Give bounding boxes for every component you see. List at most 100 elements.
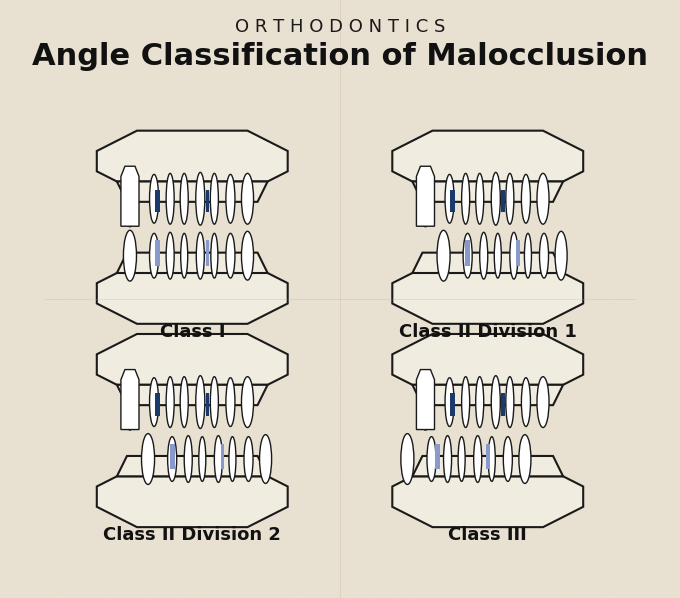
Ellipse shape xyxy=(419,171,432,227)
Polygon shape xyxy=(117,456,268,476)
Ellipse shape xyxy=(150,175,158,223)
Ellipse shape xyxy=(166,173,174,224)
Polygon shape xyxy=(117,182,268,202)
Text: Class I: Class I xyxy=(160,323,225,341)
FancyBboxPatch shape xyxy=(501,190,505,212)
Text: Angle Classification of Malocclusion: Angle Classification of Malocclusion xyxy=(32,42,648,71)
Polygon shape xyxy=(416,370,435,429)
Polygon shape xyxy=(412,385,563,405)
Ellipse shape xyxy=(519,435,531,483)
Polygon shape xyxy=(392,273,583,324)
Ellipse shape xyxy=(210,173,218,224)
FancyBboxPatch shape xyxy=(220,444,224,469)
Text: Class III: Class III xyxy=(448,526,527,544)
FancyBboxPatch shape xyxy=(154,240,160,266)
Ellipse shape xyxy=(180,173,188,224)
Ellipse shape xyxy=(506,377,514,428)
Ellipse shape xyxy=(229,437,236,481)
Ellipse shape xyxy=(184,435,192,483)
Ellipse shape xyxy=(503,437,512,481)
Ellipse shape xyxy=(437,230,450,281)
FancyBboxPatch shape xyxy=(169,444,175,469)
Ellipse shape xyxy=(211,233,218,278)
Polygon shape xyxy=(392,476,583,527)
Ellipse shape xyxy=(445,175,454,223)
Ellipse shape xyxy=(131,376,135,388)
Ellipse shape xyxy=(427,437,436,481)
Polygon shape xyxy=(97,131,288,182)
Ellipse shape xyxy=(196,376,205,429)
Ellipse shape xyxy=(443,435,452,483)
Ellipse shape xyxy=(420,172,424,185)
Ellipse shape xyxy=(445,378,454,426)
Polygon shape xyxy=(117,252,268,273)
Ellipse shape xyxy=(244,437,253,481)
Ellipse shape xyxy=(260,435,271,483)
Ellipse shape xyxy=(476,377,483,428)
Ellipse shape xyxy=(226,378,235,426)
FancyBboxPatch shape xyxy=(435,444,440,469)
Text: Class II Division 2: Class II Division 2 xyxy=(103,526,282,544)
Text: Class II Division 1: Class II Division 1 xyxy=(398,323,577,341)
Ellipse shape xyxy=(241,231,254,280)
Ellipse shape xyxy=(166,377,174,428)
Polygon shape xyxy=(97,334,288,385)
Ellipse shape xyxy=(522,175,530,223)
FancyBboxPatch shape xyxy=(486,444,490,469)
Ellipse shape xyxy=(241,173,254,224)
Ellipse shape xyxy=(426,172,430,185)
FancyBboxPatch shape xyxy=(450,393,455,416)
Ellipse shape xyxy=(226,175,235,223)
Ellipse shape xyxy=(125,172,129,185)
Ellipse shape xyxy=(199,437,206,481)
FancyBboxPatch shape xyxy=(516,240,520,266)
Ellipse shape xyxy=(491,172,500,225)
Polygon shape xyxy=(392,334,583,385)
Ellipse shape xyxy=(150,233,158,278)
Ellipse shape xyxy=(537,377,549,428)
Ellipse shape xyxy=(125,376,129,388)
Ellipse shape xyxy=(463,233,472,278)
Ellipse shape xyxy=(510,232,518,279)
Ellipse shape xyxy=(479,232,488,279)
Ellipse shape xyxy=(226,233,235,278)
Ellipse shape xyxy=(494,233,501,278)
FancyBboxPatch shape xyxy=(154,190,160,212)
Ellipse shape xyxy=(426,376,430,388)
Ellipse shape xyxy=(420,376,424,388)
Ellipse shape xyxy=(214,435,222,483)
Polygon shape xyxy=(121,166,139,226)
Ellipse shape xyxy=(168,437,177,481)
Ellipse shape xyxy=(537,173,549,224)
Ellipse shape xyxy=(539,233,549,278)
Ellipse shape xyxy=(241,377,254,428)
Ellipse shape xyxy=(462,377,470,428)
Ellipse shape xyxy=(150,378,158,426)
Ellipse shape xyxy=(166,232,174,279)
Polygon shape xyxy=(416,166,435,226)
Text: O R T H O D O N T I C S: O R T H O D O N T I C S xyxy=(235,18,445,36)
Ellipse shape xyxy=(124,171,137,227)
Ellipse shape xyxy=(124,230,137,281)
Ellipse shape xyxy=(181,233,188,278)
Ellipse shape xyxy=(522,378,530,426)
FancyBboxPatch shape xyxy=(205,393,209,416)
Polygon shape xyxy=(412,182,563,202)
Ellipse shape xyxy=(197,232,204,279)
Polygon shape xyxy=(97,476,288,527)
Polygon shape xyxy=(412,456,563,476)
FancyBboxPatch shape xyxy=(501,393,505,416)
FancyBboxPatch shape xyxy=(205,190,209,212)
FancyBboxPatch shape xyxy=(465,240,470,266)
Ellipse shape xyxy=(401,434,414,484)
Polygon shape xyxy=(121,370,139,429)
FancyBboxPatch shape xyxy=(154,393,160,416)
Polygon shape xyxy=(412,252,563,273)
Ellipse shape xyxy=(491,376,500,429)
Ellipse shape xyxy=(462,173,470,224)
Ellipse shape xyxy=(210,377,218,428)
Polygon shape xyxy=(97,273,288,324)
Ellipse shape xyxy=(180,377,188,428)
Ellipse shape xyxy=(524,233,532,278)
Ellipse shape xyxy=(458,437,465,481)
